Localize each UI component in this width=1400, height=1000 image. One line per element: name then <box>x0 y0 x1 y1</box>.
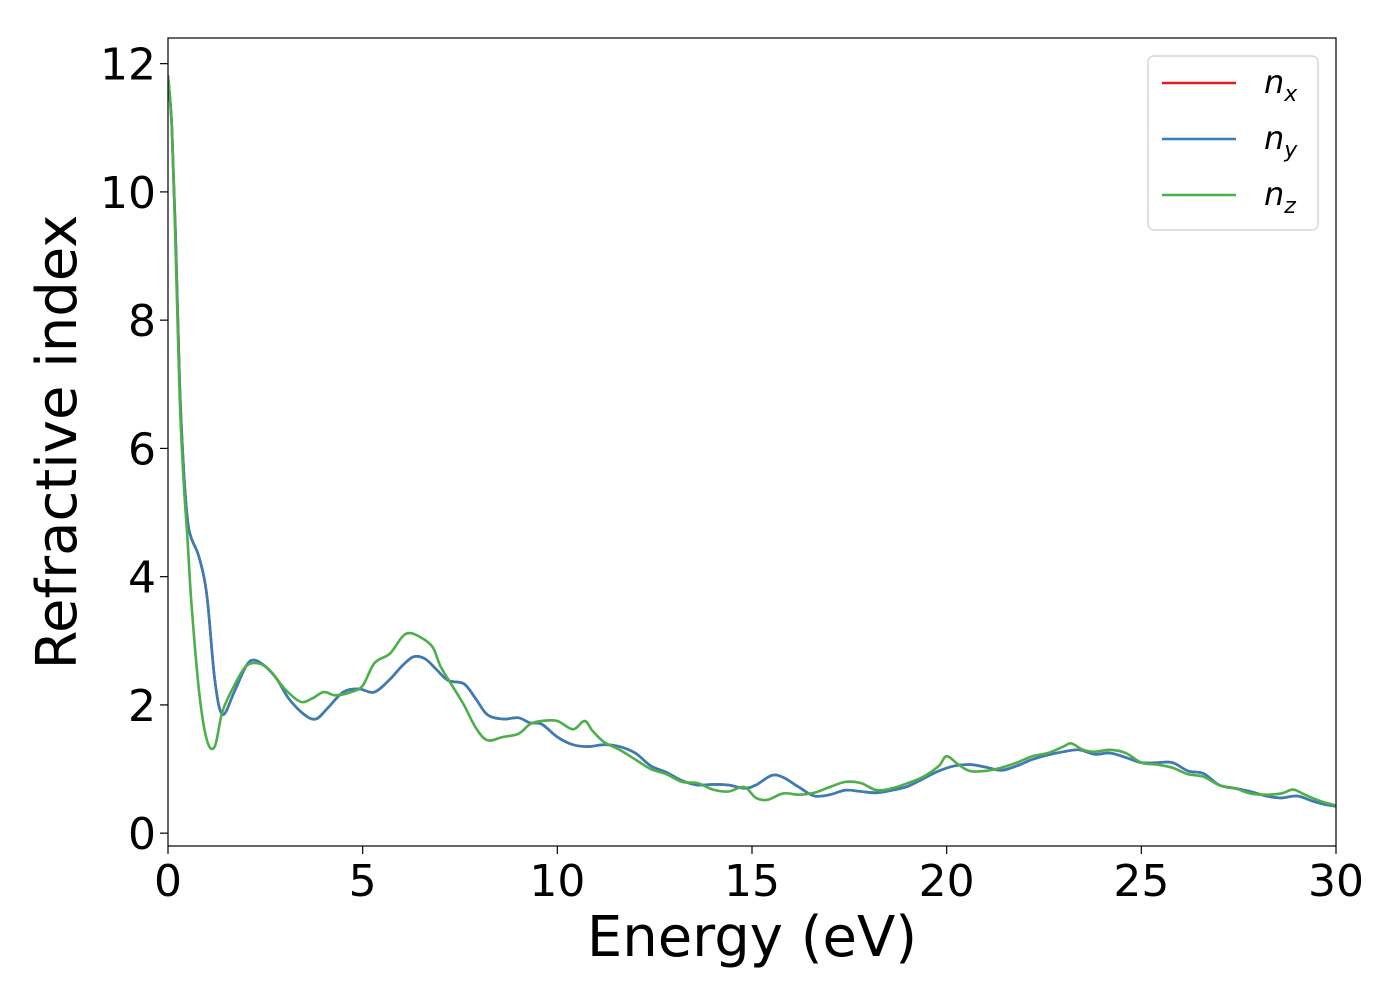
legend-label-subscript: x <box>1283 82 1298 107</box>
y-tick-label: 10 <box>100 168 156 219</box>
legend-label-n-z: nz <box>1264 175 1296 219</box>
x-axis: 0 5 10 15 20 25 30 <box>154 846 1364 907</box>
legend-label-subscript: y <box>1283 138 1298 163</box>
x-tick-label: 10 <box>529 856 585 907</box>
y-axis-label: Refractive index <box>25 215 90 670</box>
y-tick-label: 6 <box>128 424 156 475</box>
y-tick-label: 4 <box>128 553 156 604</box>
x-tick-label: 20 <box>919 856 975 907</box>
y-tick-label: 8 <box>128 296 156 347</box>
legend-label-subscript: z <box>1283 194 1296 219</box>
x-tick-label: 25 <box>1113 856 1169 907</box>
legend-label-main: n <box>1264 175 1284 213</box>
x-tick-label: 30 <box>1308 856 1364 907</box>
legend-box <box>1147 55 1319 231</box>
legend-label-main: n <box>1264 119 1284 157</box>
series-line-n-z <box>168 75 1336 807</box>
x-tick-label: 0 <box>154 856 182 907</box>
legend-label-n-x: nx <box>1264 63 1298 107</box>
legend-label-n-y: ny <box>1264 119 1298 163</box>
x-axis-label: Energy (eV) <box>587 905 917 970</box>
legend-label-main: n <box>1264 63 1284 101</box>
series-layer <box>168 75 1336 808</box>
y-tick-label: 2 <box>128 681 156 732</box>
x-tick-label: 5 <box>349 856 377 907</box>
y-tick-label: 0 <box>128 809 156 860</box>
y-axis: 0 2 4 6 8 10 12 <box>100 40 168 860</box>
y-tick-label: 12 <box>100 40 156 91</box>
x-tick-label: 15 <box>724 856 780 907</box>
